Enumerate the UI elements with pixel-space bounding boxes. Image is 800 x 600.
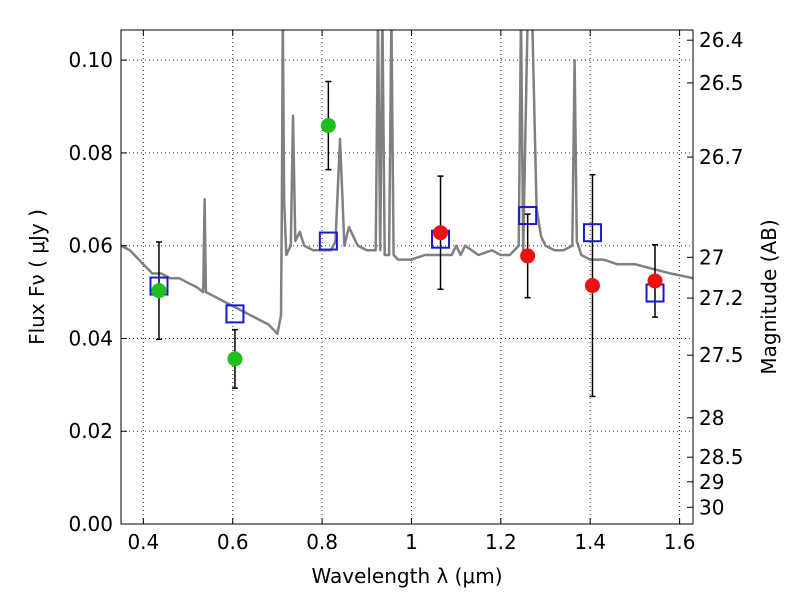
x-axis-title: Wavelength λ (μm)	[311, 564, 502, 588]
observed-point-red	[647, 273, 663, 289]
x-tick-label: 1.6	[664, 530, 696, 554]
right-tick-label: 27.5	[699, 343, 744, 367]
x-tick-label: 0.4	[127, 530, 159, 554]
model-square	[225, 304, 245, 324]
right-axis-title: Magnitude (AB)	[757, 219, 781, 374]
y-tick-label: 0.06	[68, 234, 113, 258]
observed-point-green	[320, 118, 336, 134]
plot-frame	[120, 29, 694, 525]
model-square	[318, 231, 338, 251]
model-square	[582, 223, 602, 243]
right-tick-label: 27.2	[699, 286, 744, 310]
right-tick-label: 29	[699, 470, 724, 494]
right-tick-label: 26.7	[699, 145, 744, 169]
y-tick-label: 0.10	[68, 48, 113, 72]
y-tick-label: 0.02	[68, 419, 113, 443]
y-axis-title: Flux Fν ( μJy )	[25, 209, 49, 345]
observed-point-red	[520, 248, 536, 264]
photometry-markers	[149, 80, 665, 398]
spectrum-layer	[121, 30, 693, 336]
right-tick-label: 27	[699, 245, 724, 269]
observed-point-green	[227, 351, 243, 367]
x-tick-label: 1	[405, 530, 418, 554]
observed-point-red	[584, 278, 600, 294]
y-tick-label: 0.08	[68, 141, 113, 165]
right-tick-label: 30	[699, 495, 724, 519]
right-tick-label: 26.4	[699, 28, 744, 52]
observed-point-red	[433, 225, 449, 241]
spectrum-line	[121, 30, 693, 336]
x-tick-label: 0.6	[217, 530, 249, 554]
x-tick-label: 0.8	[306, 530, 338, 554]
model-square	[518, 206, 538, 226]
x-tick-label: 1.2	[485, 530, 517, 554]
right-tick-label: 28.5	[699, 445, 744, 469]
y-tick-label: 0.00	[68, 512, 113, 536]
axis-ticks: 0.4 0.6 0.8 1 1.2 1.4 1.6 0.00 0.02 0.04 0.06 0.08 0…	[68, 28, 743, 554]
y-tick-label: 0.04	[68, 326, 113, 350]
x-tick-label: 1.4	[574, 530, 606, 554]
right-tick-label: 26.5	[699, 71, 744, 95]
observed-point-green	[151, 283, 167, 299]
right-tick-label: 28	[699, 406, 724, 430]
